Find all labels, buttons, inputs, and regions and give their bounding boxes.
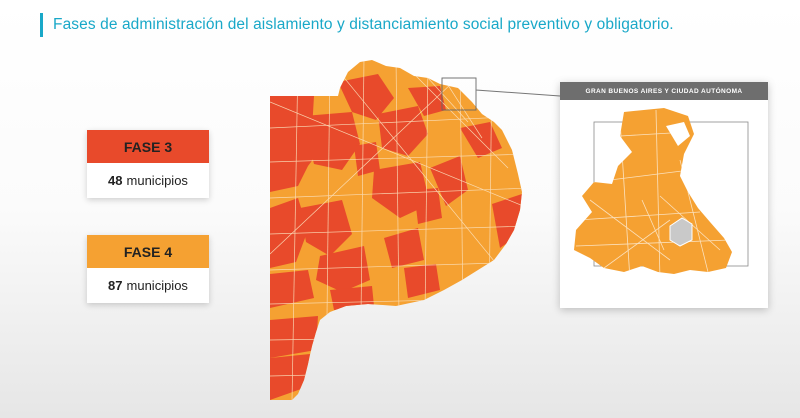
legend-unit: municipios <box>126 278 188 293</box>
inset-map <box>574 108 749 274</box>
legend-count-row: 48 municipios <box>87 163 209 198</box>
province-map <box>270 60 522 400</box>
legend-unit: municipios <box>126 173 188 188</box>
legend-count-row: 87 municipios <box>87 268 209 303</box>
gba-municipalities <box>574 108 732 274</box>
inset-title: GRAN BUENOS AIRES Y CIUDAD AUTÓNOMA <box>560 82 768 100</box>
title-accent-bar <box>40 13 43 37</box>
page-header: Fases de administración del aislamiento … <box>40 12 674 38</box>
municipality-fills <box>270 60 522 400</box>
page-title: Fases de administración del aislamiento … <box>53 16 674 33</box>
inset-panel: GRAN BUENOS AIRES Y CIUDAD AUTÓNOMA <box>560 82 768 308</box>
legend-card-fase-3: FASE 3 48 municipios <box>87 130 209 198</box>
river-delta-shape <box>666 122 690 146</box>
legend-count: 48 <box>108 173 123 188</box>
legend-phase-label: FASE 3 <box>87 130 209 163</box>
legend-card-fase-4: FASE 4 87 municipios <box>87 235 209 303</box>
caba-area <box>669 217 693 247</box>
legend-count: 87 <box>108 278 123 293</box>
legend-phase-label: FASE 4 <box>87 235 209 268</box>
